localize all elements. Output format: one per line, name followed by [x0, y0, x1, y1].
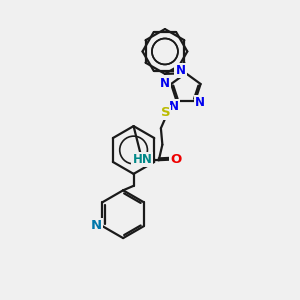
Text: S: S	[160, 106, 170, 119]
Text: N: N	[176, 64, 185, 77]
Text: HN: HN	[132, 153, 152, 166]
Text: N: N	[195, 96, 205, 109]
Text: N: N	[169, 100, 179, 113]
Text: N: N	[91, 219, 102, 232]
Text: O: O	[170, 153, 182, 166]
Text: N: N	[160, 77, 170, 91]
